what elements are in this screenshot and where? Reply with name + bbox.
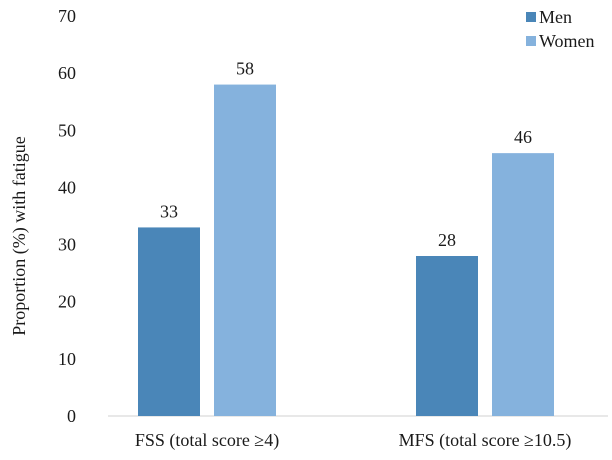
bar-women-1 <box>214 84 276 417</box>
y-tick-label: 20 <box>58 292 76 312</box>
data-labels-group: 33 28 58 46 <box>160 59 532 250</box>
x-category-label: FSS (total score ≥4) <box>135 430 279 451</box>
legend-swatch-women <box>526 36 536 46</box>
data-label-women-1: 58 <box>236 59 254 79</box>
legend-label-men: Men <box>539 7 572 27</box>
x-axis-categories: FSS (total score ≥4) MFS (total score ≥10… <box>135 430 572 451</box>
bar-men-1 <box>138 227 200 416</box>
data-label-men-2: 28 <box>438 230 456 250</box>
data-label-men-1: 33 <box>160 201 178 221</box>
y-tick-label: 60 <box>58 63 76 83</box>
bar-men-2 <box>416 256 478 416</box>
bar-women-2 <box>492 153 554 416</box>
y-axis-label: Proportion (%) with fatigue <box>9 136 30 335</box>
legend-label-women: Women <box>539 31 595 51</box>
y-tick-label: 30 <box>58 235 76 255</box>
y-tick-label: 40 <box>58 177 76 197</box>
bars-group <box>138 84 554 417</box>
legend: Men Women <box>526 7 595 51</box>
y-axis-ticks: 0 10 20 30 40 50 60 70 <box>58 6 76 426</box>
y-tick-label: 70 <box>58 6 76 26</box>
data-label-women-2: 46 <box>514 127 532 147</box>
y-tick-label: 10 <box>58 349 76 369</box>
legend-swatch-men <box>526 12 536 22</box>
y-tick-label: 50 <box>58 120 76 140</box>
x-category-label: MFS (total score ≥10.5) <box>399 430 572 451</box>
y-tick-label: 0 <box>67 406 76 426</box>
